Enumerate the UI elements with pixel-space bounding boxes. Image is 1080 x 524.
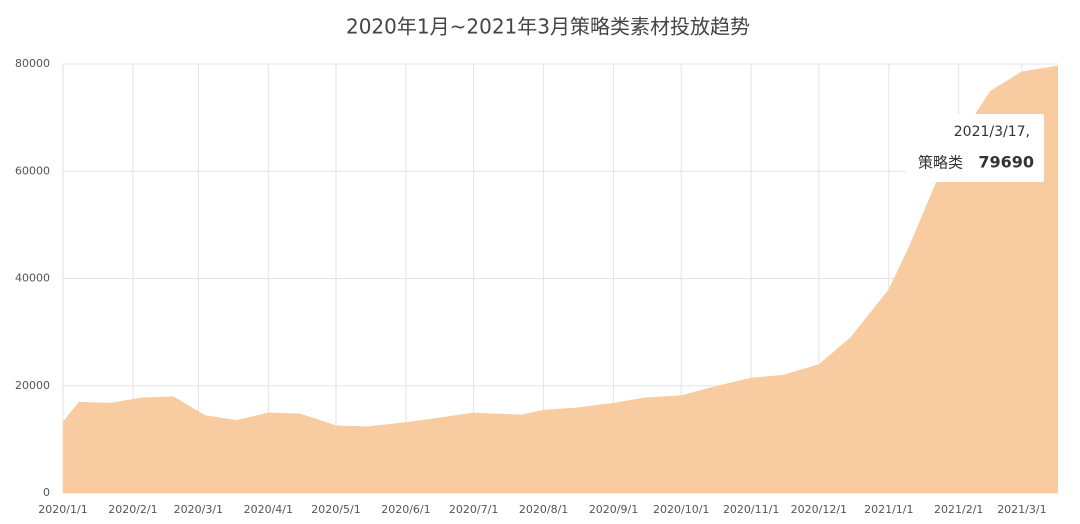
y-tick-label: 40000 — [15, 272, 50, 285]
tooltip-box — [906, 114, 1044, 182]
x-tick-label: 2020/5/1 — [311, 503, 360, 516]
y-tick-label: 60000 — [15, 164, 50, 177]
x-tick-label: 2021/3/1 — [997, 503, 1046, 516]
y-tick-label: 20000 — [15, 379, 50, 392]
x-tick-label: 2020/1/1 — [38, 503, 87, 516]
x-tick-label: 2020/12/1 — [791, 503, 847, 516]
y-tick-label: 80000 — [15, 57, 50, 70]
x-tick-label: 2021/1/1 — [864, 503, 913, 516]
tooltip: 2021/3/17, 策略类 79690 — [906, 114, 1044, 182]
x-tick-label: 2020/9/1 — [589, 503, 638, 516]
tooltip-title: 2021/3/17, — [954, 124, 1030, 140]
x-tick-label: 2020/2/1 — [108, 503, 157, 516]
x-tick-label: 2020/8/1 — [519, 503, 568, 516]
x-tick-label: 2020/4/1 — [244, 503, 293, 516]
x-tick-label: 2021/2/1 — [934, 503, 983, 516]
x-tick-label: 2020/6/1 — [381, 503, 430, 516]
x-tick-label: 2020/7/1 — [449, 503, 498, 516]
chart-title: 2020年1月~2021年3月策略类素材投放趋势 — [346, 15, 750, 39]
tooltip-value: 79690 — [978, 153, 1034, 172]
x-tick-label: 2020/3/1 — [174, 503, 223, 516]
y-tick-label: 0 — [43, 486, 50, 499]
tooltip-series: 策略类 — [918, 154, 963, 172]
x-tick-label: 2020/10/1 — [653, 503, 709, 516]
x-tick-label: 2020/11/1 — [723, 503, 779, 516]
area — [63, 65, 1058, 493]
